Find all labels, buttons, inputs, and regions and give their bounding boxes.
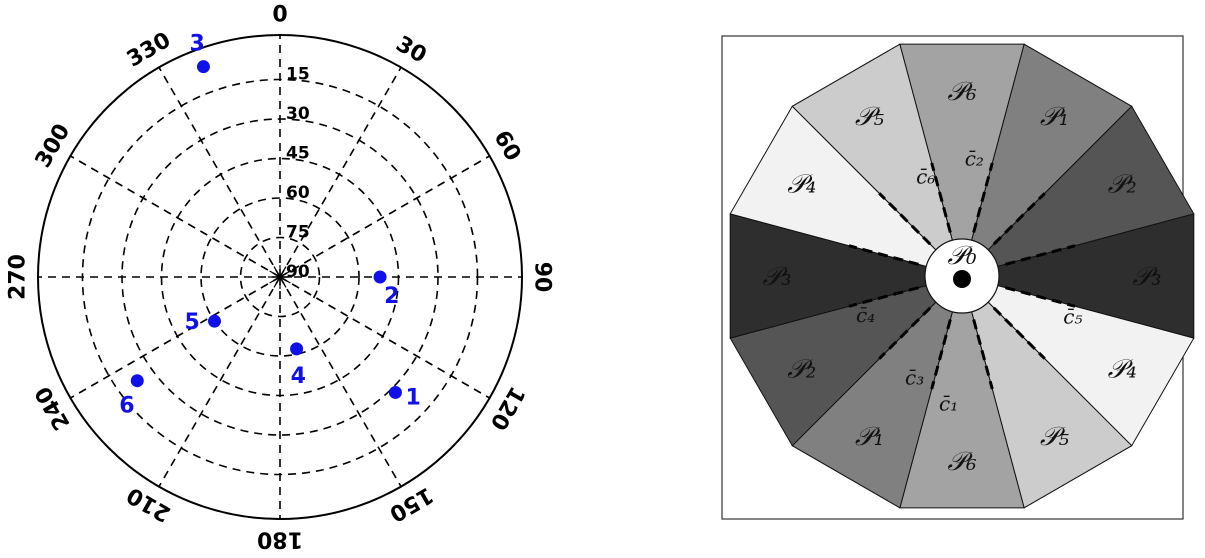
polar-grid <box>37 34 523 520</box>
cut-markers <box>848 162 1076 390</box>
cut-marker <box>992 306 1046 360</box>
region-label: 𝒫₅ <box>855 102 885 132</box>
cut-label: c̄₂ <box>965 147 984 171</box>
point-label: 5 <box>185 310 200 335</box>
elevation-ring <box>239 236 321 318</box>
cut-marker <box>930 319 952 390</box>
elevation-label: 45 <box>286 144 310 164</box>
azimuth-spoke <box>70 155 281 278</box>
partition-sectors <box>729 43 1195 509</box>
point-label: 1 <box>405 385 420 410</box>
point-label: 3 <box>189 32 204 57</box>
center-region: 𝒫₀ <box>924 238 1000 314</box>
azimuth-label: 120 <box>485 382 530 434</box>
azimuth-label: 180 <box>257 527 303 552</box>
azimuth-label: 0 <box>272 3 287 28</box>
cut-label: c̄₄ <box>856 303 875 327</box>
region-label: 𝒫₃ <box>762 262 791 292</box>
region-label: 𝒫₄ <box>787 170 816 200</box>
region-label: 𝒫₂ <box>787 355 816 385</box>
azimuth-label: 270 <box>6 254 31 300</box>
azimuth-label: 60 <box>488 126 525 165</box>
cut-marker <box>848 286 919 308</box>
point-label: 6 <box>119 394 134 419</box>
azimuth-label: 300 <box>31 120 76 172</box>
center-label: 𝒫₀ <box>947 241 977 271</box>
azimuth-label: 330 <box>123 28 175 73</box>
cut-marker <box>992 192 1046 246</box>
elevation-label: 60 <box>286 183 310 203</box>
elevation-label: 75 <box>286 223 310 243</box>
point-label: 2 <box>384 284 399 309</box>
region-label: 𝒫₃ <box>1132 262 1161 292</box>
azimuth-spoke <box>279 276 402 487</box>
region-label: 𝒫₂ <box>1108 170 1137 200</box>
elevation-ring <box>200 197 360 357</box>
cut-label: c̄₆ <box>916 164 935 188</box>
data-point <box>196 60 210 74</box>
elevation-label: 30 <box>286 104 310 124</box>
azimuth-spoke <box>158 67 281 278</box>
center-dot <box>953 270 971 288</box>
azimuth-label: 210 <box>123 482 175 527</box>
region-label: 𝒫₄ <box>1108 355 1137 385</box>
cut-marker <box>848 244 919 266</box>
cut-marker <box>930 162 952 233</box>
region-labels: 𝒫₁ 𝒫₂ 𝒫₃ 𝒫₄ 𝒫₅ 𝒫₆ 𝒫₁ 𝒫₂ 𝒫₃ 𝒫₄ 𝒫₅ 𝒫₆ c̄₁ c̄₂ c̄₃ c̄₄ c̄₅ c… <box>762 77 1161 477</box>
azimuth-label: 240 <box>31 382 76 434</box>
azimuth-spoke <box>279 155 490 278</box>
cut-marker <box>878 192 932 246</box>
region-label: 𝒫₁ <box>855 422 884 452</box>
azimuth-label: 30 <box>391 32 430 69</box>
data-point <box>130 374 144 388</box>
region-label: 𝒫₅ <box>1040 422 1070 452</box>
azimuth-spoke <box>279 67 402 278</box>
elevation-labels: 15 30 45 60 75 90 <box>286 65 310 283</box>
cut-marker <box>972 319 994 390</box>
data-point <box>388 385 402 399</box>
sky-partition-diagram: 𝒫₀ 𝒫₁ 𝒫₂ 𝒫₃ 𝒫₄ 𝒫₅ 𝒫₆ 𝒫₁ 𝒫₂ 𝒫₃ 𝒫₄ 𝒫₅ 𝒫₆ c̄₁ c̄₂ c̄₃ c̄₄ c… <box>721 35 1195 520</box>
cut-label: c̄₁ <box>939 391 958 415</box>
azimuth-label: 150 <box>385 482 437 527</box>
azimuth-spoke <box>70 276 281 399</box>
data-point <box>290 342 304 356</box>
cut-marker <box>972 162 994 233</box>
azimuth-label: 90 <box>530 262 555 293</box>
cut-label: c̄₃ <box>905 366 924 390</box>
point-label: 4 <box>291 364 306 389</box>
partition-sector <box>899 43 1025 278</box>
cut-label: c̄₅ <box>1063 304 1082 328</box>
data-point <box>373 270 387 284</box>
region-label: 𝒫₆ <box>947 77 976 107</box>
elevation-label: 15 <box>286 65 310 85</box>
region-label: 𝒫₁ <box>1040 102 1069 132</box>
data-point <box>208 314 222 328</box>
azimuth-spoke <box>279 276 490 399</box>
azimuth-spoke <box>158 276 281 487</box>
cut-marker <box>1005 244 1076 266</box>
center-burst <box>273 266 287 288</box>
cut-marker <box>1005 286 1076 308</box>
region-label: 𝒫₆ <box>947 447 976 477</box>
cut-marker <box>878 306 932 360</box>
elevation-label: 90 <box>286 262 310 282</box>
